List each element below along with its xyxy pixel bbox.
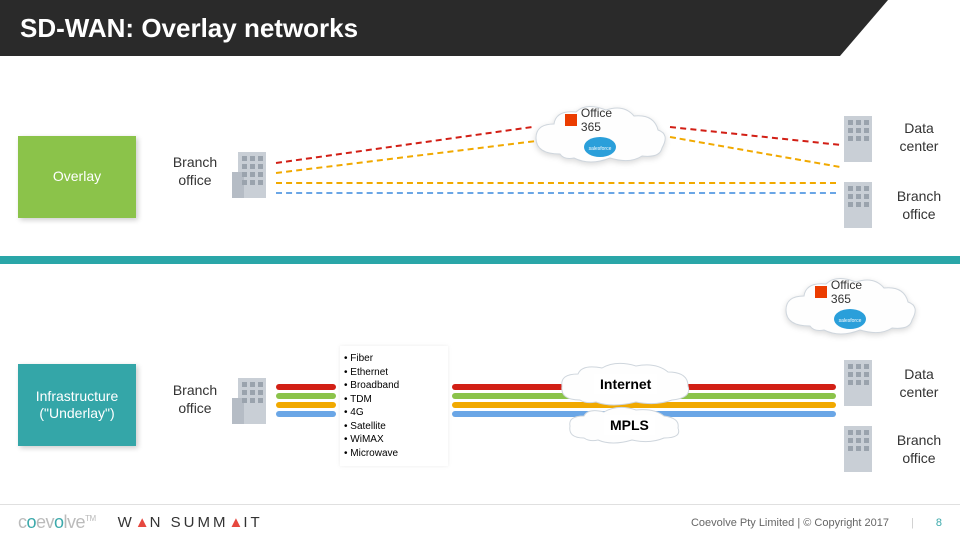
- coevolve-logo: coevolveTM: [18, 512, 96, 533]
- slide-title-bar: SD-WAN: Overlay networks: [0, 0, 960, 56]
- building-icon: [232, 152, 272, 198]
- wan-summit-logo: W▲N SUMM▲IT: [118, 514, 263, 531]
- mpls-label: MPLS: [604, 415, 655, 435]
- underlay-pipe: [276, 393, 336, 399]
- svg-text:salesforce: salesforce: [839, 318, 862, 324]
- office365-icon: [565, 114, 577, 126]
- overlay-section: Overlay Branch office Office 365 salesfo…: [0, 70, 960, 250]
- transport-item: 4G: [344, 406, 440, 420]
- underlay-label: Infrastructure ("Underlay"): [36, 388, 118, 423]
- internet-cloud: Internet: [556, 362, 696, 406]
- underlay-branch-right-label: Branch office: [884, 432, 954, 467]
- office365-icon: [815, 286, 827, 298]
- underlay-section: Office 365 salesforce Infrastructure ("U…: [0, 276, 960, 486]
- building-icon: [232, 378, 272, 424]
- page-number: 8: [936, 517, 942, 529]
- transport-item: WiMAX: [344, 433, 440, 447]
- overlay-label: Overlay: [53, 168, 101, 186]
- overlay-branch-left-label: Branch office: [160, 154, 230, 189]
- transport-item: Satellite: [344, 420, 440, 434]
- transport-item: Ethernet: [344, 366, 440, 380]
- salesforce-icon: salesforce: [583, 136, 617, 158]
- mpls-cloud: MPLS: [564, 406, 684, 444]
- cloud-underlay: Office 365 salesforce: [780, 276, 920, 336]
- cloud-overlay: Office 365 salesforce: [530, 104, 670, 164]
- building-icon: [838, 360, 878, 406]
- office365-badge: Office 365: [565, 106, 635, 134]
- underlay-branch-left-label: Branch office: [160, 382, 230, 417]
- overlay-branch-right-label: Branch office: [884, 188, 954, 223]
- transport-item: Microwave: [344, 447, 440, 461]
- footer: coevolveTM W▲N SUMM▲IT Coevolve Pty Limi…: [0, 504, 960, 540]
- underlay-pipe: [276, 411, 336, 417]
- office365-badge: Office 365: [815, 278, 885, 306]
- transport-item: Broadband: [344, 379, 440, 393]
- underlay-datacenter-label: Data center: [884, 366, 954, 401]
- underlay-label-box: Infrastructure ("Underlay"): [18, 364, 136, 446]
- underlay-pipe: [276, 402, 336, 408]
- internet-label: Internet: [594, 374, 657, 394]
- slide-title: SD-WAN: Overlay networks: [20, 13, 358, 44]
- underlay-pipe: [276, 384, 336, 390]
- transport-list: FiberEthernetBroadbandTDM4GSatelliteWiMA…: [340, 346, 448, 466]
- overlay-datacenter-label: Data center: [884, 120, 954, 155]
- transport-item: Fiber: [344, 352, 440, 366]
- salesforce-icon: salesforce: [833, 308, 867, 330]
- overlay-link: [670, 126, 839, 146]
- copyright: Coevolve Pty Limited | © Copyright 2017: [691, 517, 889, 529]
- overlay-link: [276, 182, 836, 184]
- building-icon: [838, 426, 878, 472]
- svg-text:salesforce: salesforce: [589, 146, 612, 152]
- overlay-link: [276, 192, 836, 194]
- building-icon: [838, 182, 878, 228]
- building-icon: [838, 116, 878, 162]
- transport-item: TDM: [344, 393, 440, 407]
- section-divider: [0, 256, 960, 264]
- overlay-label-box: Overlay: [18, 136, 136, 218]
